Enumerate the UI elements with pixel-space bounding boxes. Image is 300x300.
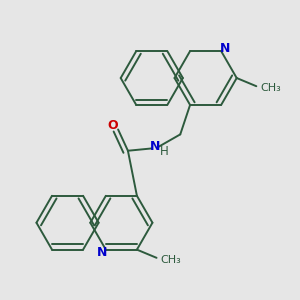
Text: N: N <box>150 140 160 153</box>
Text: N: N <box>97 246 107 260</box>
Text: N: N <box>220 42 230 55</box>
Text: O: O <box>108 119 118 132</box>
Text: CH₃: CH₃ <box>261 83 281 93</box>
Text: H: H <box>160 145 169 158</box>
Text: CH₃: CH₃ <box>161 255 182 265</box>
